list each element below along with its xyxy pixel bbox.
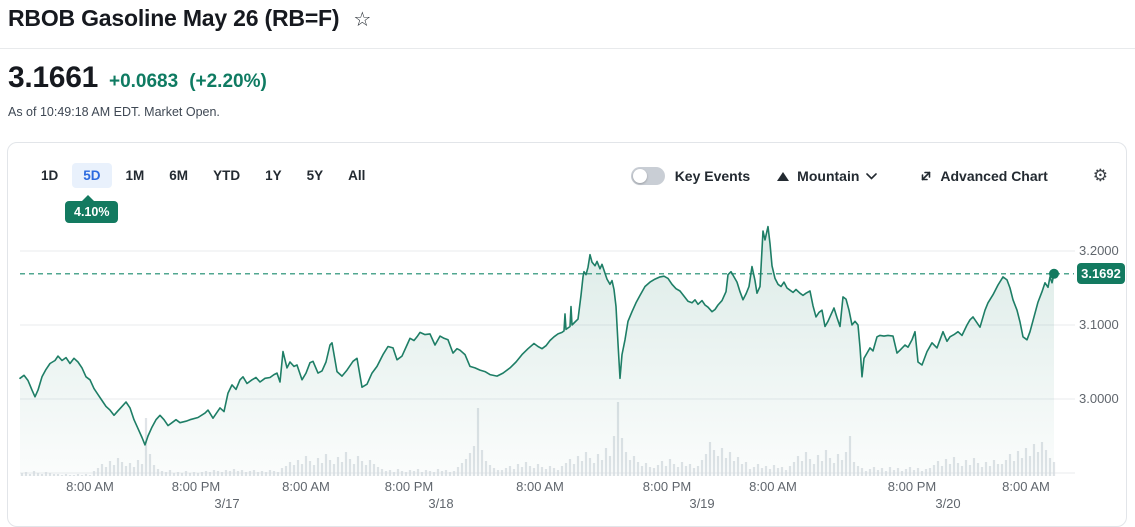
chevron-down-icon [866,172,878,180]
advanced-chart-link[interactable]: Advanced Chart [919,168,1054,184]
x-axis-time-label: 8:00 PM [384,479,434,494]
y-axis-label: 3.1000 [1079,317,1119,332]
x-axis-date-label: 3/20 [935,496,961,511]
x-axis-time-label: 8:00 PM [171,479,221,494]
x-axis-time-label: 8:00 PM [887,479,937,494]
key-events-toggle[interactable] [630,167,665,185]
advanced-chart-label: Advanced Chart [940,168,1048,184]
as-of-timestamp: As of 10:49:18 AM EDT. Market Open. [8,105,220,119]
chart-type-selector[interactable]: Mountain [776,168,878,184]
page-title: RBOB Gasoline May 26 (RB=F) [8,5,340,31]
tab-6m[interactable]: 6M [158,163,199,188]
x-axis-time-label: 8:00 AM [516,479,564,494]
tab-1d[interactable]: 1D [30,163,69,188]
x-axis-time-label: 8:00 PM [642,479,692,494]
tab-1y[interactable]: 1Y [254,163,293,188]
gear-icon[interactable]: ⚙ [1092,165,1108,186]
expand-icon [919,169,933,183]
y-axis-label: 3.2000 [1079,243,1119,258]
quote-page: RBOB Gasoline May 26 (RB=F) ☆ 3.1661 +0.… [0,5,1135,527]
header-divider [0,48,1135,49]
price-change-percent: (+2.20%) [189,71,267,92]
x-axis-date-label: 3/19 [689,496,715,511]
key-events-label: Key Events [674,168,751,184]
x-axis-time-label: 8:00 AM [282,479,330,494]
current-price: 3.1661 [8,61,98,94]
x-axis-time-label: 8:00 AM [749,479,797,494]
current-price-badge: 3.1692 [1077,263,1125,284]
x-axis-date-label: 3/18 [428,496,454,511]
tab-ytd[interactable]: YTD [202,163,251,188]
range-tabs: 1D 5D 1M 6M YTD 1Y 5Y All [30,163,376,188]
price-row: 3.1661 +0.0683 (+2.20%) [8,61,267,95]
tab-1m[interactable]: 1M [115,163,156,188]
chart-type-label: Mountain [797,168,860,184]
y-axis-label: 3.0000 [1079,391,1119,406]
period-change-tooltip: 4.10% [65,195,119,223]
mountain-icon [776,169,790,183]
tab-all[interactable]: All [337,163,376,188]
tab-5y[interactable]: 5Y [296,163,335,188]
tab-5d[interactable]: 5D [72,163,112,188]
chart-panel: 1D 5D 1M 6M YTD 1Y 5Y All 4.10% Key Even… [7,142,1127,527]
x-axis-time-label: 8:00 AM [66,479,114,494]
x-axis-time-label: 8:00 AM [1002,479,1050,494]
toggle-knob [632,169,647,183]
chart-controls: Key Events Mountain Advanced Chart [630,165,1108,186]
price-change: +0.0683 [108,71,179,92]
watchlist-star-icon[interactable]: ☆ [353,8,372,31]
quote-header: RBOB Gasoline May 26 (RB=F) ☆ [8,5,371,32]
x-axis-date-label: 3/17 [214,496,240,511]
